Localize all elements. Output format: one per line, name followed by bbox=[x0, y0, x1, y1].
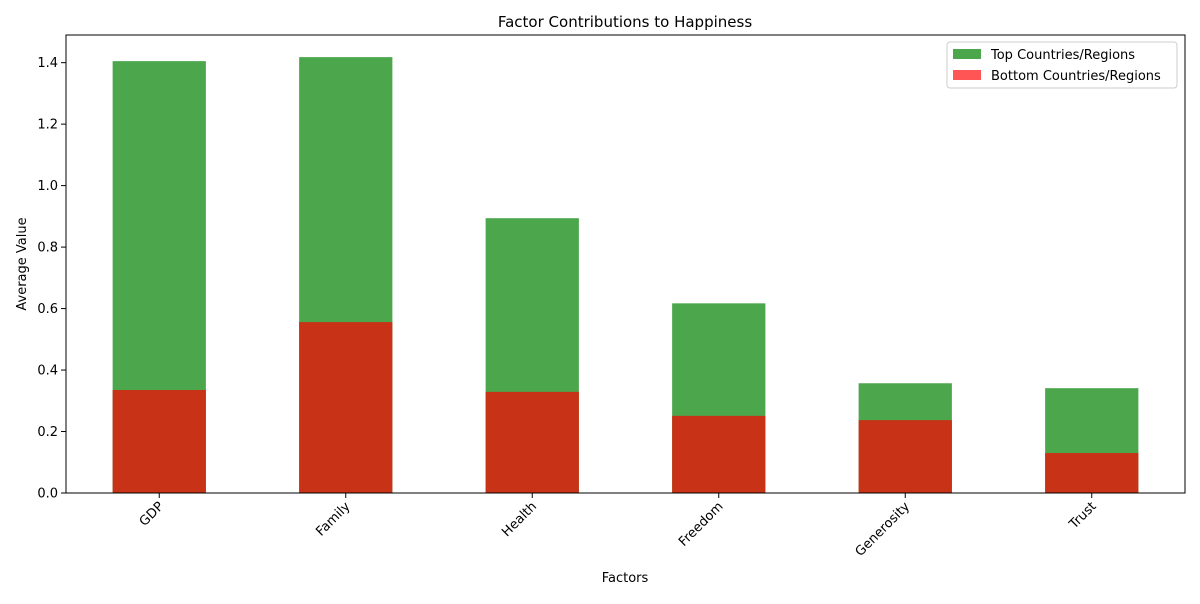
legend-box bbox=[946, 41, 1178, 89]
x-tick-label-trust: Trust bbox=[1066, 499, 1100, 533]
x-axis-label: Factors bbox=[602, 571, 649, 586]
bar-bottom-generosity bbox=[858, 420, 952, 493]
y-tick-label: 0.4 bbox=[37, 364, 58, 379]
x-tick-label-health: Health bbox=[499, 499, 540, 540]
x-tick-label-generosity: Generosity bbox=[853, 499, 914, 560]
y-tick-label: 1.2 bbox=[37, 118, 58, 133]
legend: Top Countries/Regions Bottom Countries/Re… bbox=[946, 41, 1178, 89]
bar-bottom-trust bbox=[1045, 453, 1139, 493]
y-tick-label: 1.4 bbox=[37, 56, 58, 71]
y-tick-label: 0.8 bbox=[37, 241, 58, 256]
x-tick-label-family: Family bbox=[313, 499, 353, 539]
y-tick-label: 0.6 bbox=[37, 302, 58, 317]
y-tick-label: 0.0 bbox=[37, 487, 58, 502]
bar-bottom-gdp bbox=[112, 390, 206, 493]
legend-label-top: Top Countries/Regions bbox=[990, 48, 1135, 63]
bar-bottom-freedom bbox=[672, 415, 766, 493]
y-tick-label: 0.2 bbox=[37, 425, 58, 440]
x-tick-label-gdp: GDP bbox=[137, 499, 167, 529]
bar-bottom-health bbox=[485, 391, 579, 493]
y-tick-label: 1.0 bbox=[37, 179, 58, 194]
y-axis-label: Average Value bbox=[15, 217, 30, 310]
chart-title: Factor Contributions to Happiness bbox=[498, 13, 752, 31]
x-tick-label-freedom: Freedom bbox=[676, 499, 727, 550]
legend-swatch-bottom bbox=[953, 70, 981, 80]
legend-label-bottom: Bottom Countries/Regions bbox=[991, 69, 1161, 84]
legend-swatch-top bbox=[953, 49, 981, 59]
plot-area: 0.0 0.2 0.4 0.6 0.8 1.0 1.2 1.4 GDP Family Health F… bbox=[37, 34, 1186, 560]
axes-frame bbox=[65, 34, 1186, 494]
bar-bottom-family bbox=[299, 322, 393, 493]
